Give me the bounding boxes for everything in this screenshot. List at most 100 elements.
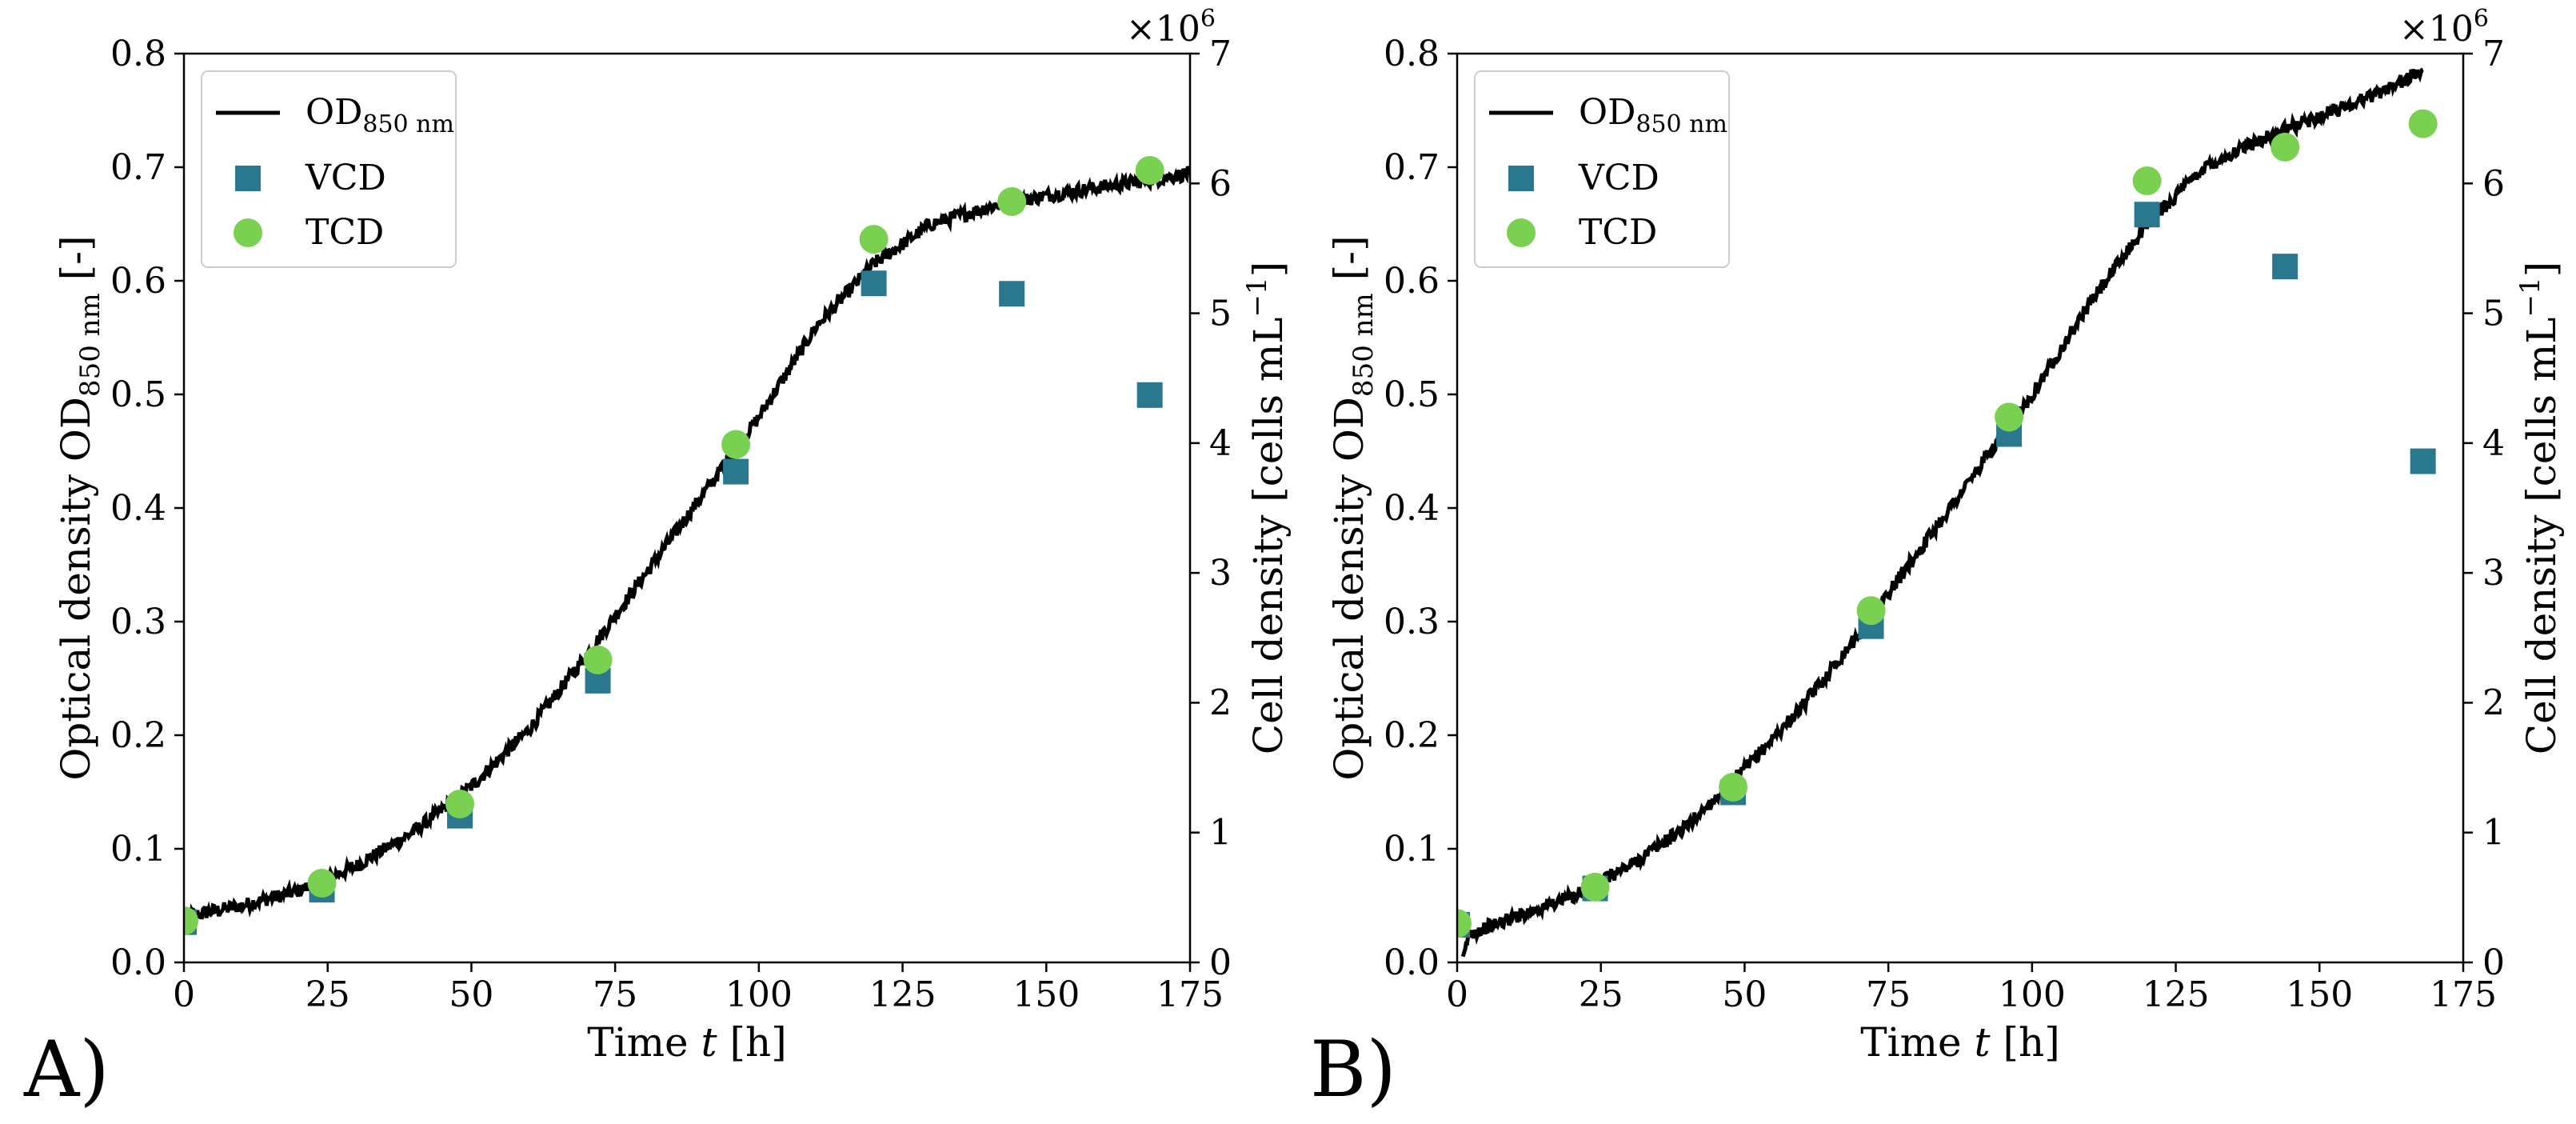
y-right-axis-label: Cell density [cells mL−1] — [2514, 262, 2565, 754]
y-right-axis-label: Cell density [cells mL−1] — [1241, 262, 1292, 754]
y-right-tick-label: 7 — [2482, 34, 2505, 74]
tcd-marker — [1995, 402, 2024, 432]
x-tick-label: 25 — [1579, 974, 1623, 1015]
y-right-tick-label: 0 — [1209, 942, 1232, 983]
tcd-marker — [2408, 109, 2438, 138]
od-curve — [1460, 67, 2424, 958]
y-right-tick-label: 1 — [2482, 813, 2505, 854]
vcd-marker — [2272, 254, 2298, 280]
tcd-marker — [2132, 166, 2162, 196]
y-right-tick-label: 4 — [2482, 423, 2505, 464]
y-left-tick-label: 0.5 — [110, 374, 166, 415]
tcd-marker — [1719, 772, 1748, 802]
y-right-tick-label: 5 — [2482, 294, 2505, 334]
y-left-tick-label: 0.6 — [1384, 261, 1440, 302]
legend-tcd-swatch — [234, 218, 262, 247]
right-axis-multiplier: ×106 — [1126, 5, 1216, 50]
chart-panel-a: 0 25 50 75 100 125 150 1750.00.10.20.30.40.50.6… — [23, 5, 1292, 1114]
y-right-tick-label: 3 — [2482, 553, 2505, 594]
y-left-tick-label: 0.2 — [1384, 715, 1440, 756]
y-left-tick-label: 0.8 — [110, 34, 166, 74]
tcd-marker — [859, 225, 889, 254]
x-tick-label: 100 — [725, 974, 793, 1015]
y-right-tick-label: 6 — [2482, 163, 2505, 204]
x-tick-label: 150 — [2286, 974, 2353, 1015]
legend-tcd-label: TCD — [306, 212, 384, 253]
legend-frame — [201, 70, 457, 268]
legend-vcd-swatch — [235, 166, 261, 191]
y-right-tick-label: 5 — [1209, 294, 1232, 334]
tcd-marker — [583, 645, 613, 674]
tcd-marker — [1580, 872, 1610, 902]
tcd-marker — [1856, 596, 1886, 626]
y-left-tick-label: 0.0 — [1384, 942, 1440, 983]
x-tick-label: 0 — [1446, 974, 1468, 1015]
y-left-axis-label: Optical density OD850 nm [-] — [53, 235, 106, 780]
legend-frame — [1474, 70, 1730, 268]
x-axis-label: Time t [h] — [587, 1019, 786, 1066]
x-tick-label: 175 — [2430, 974, 2497, 1015]
x-tick-label: 100 — [1999, 974, 2066, 1015]
x-tick-label: 150 — [1012, 974, 1080, 1015]
x-tick-label: 75 — [593, 974, 637, 1015]
vcd-marker — [2410, 448, 2436, 474]
y-left-tick-label: 0.3 — [1384, 602, 1440, 642]
chart-panel-b: 0 25 50 75 100 125 150 1750.00.10.20.30.40.50.6… — [1310, 5, 2565, 1114]
tcd-marker — [997, 187, 1027, 217]
x-tick-label: 25 — [306, 974, 350, 1015]
y-left-tick-label: 0.3 — [110, 602, 166, 642]
vcd-marker — [861, 270, 887, 297]
vcd-marker — [2134, 202, 2160, 228]
y-left-tick-label: 0.7 — [1384, 147, 1440, 188]
tcd-marker — [307, 869, 337, 898]
vcd-marker — [723, 458, 749, 485]
x-tick-label: 75 — [1866, 974, 1911, 1015]
panel-label: A) — [23, 1025, 110, 1114]
y-left-tick-label: 0.6 — [110, 261, 166, 302]
right-axis-multiplier: ×106 — [2399, 5, 2489, 50]
tcd-marker — [445, 790, 475, 819]
y-right-tick-label: 7 — [1209, 34, 1232, 74]
vcd-marker — [999, 281, 1025, 307]
y-left-tick-label: 0.0 — [110, 942, 166, 983]
vcd-marker — [1136, 382, 1163, 408]
legend-vcd-label: VCD — [1578, 158, 1659, 198]
y-left-axis-label: Optical density OD850 nm [-] — [1326, 235, 1380, 780]
y-right-tick-label: 3 — [1209, 553, 1232, 594]
legend-od-label: OD850 nm — [1579, 92, 1727, 138]
legend-od-label: OD850 nm — [306, 92, 454, 138]
x-tick-label: 125 — [2143, 974, 2210, 1015]
legend-tcd-swatch — [1507, 218, 1536, 247]
tcd-marker — [2270, 132, 2300, 162]
x-tick-label: 50 — [1722, 974, 1767, 1015]
legend-tcd-label: TCD — [1579, 212, 1657, 253]
od-curve — [184, 166, 1190, 921]
x-axis-label: Time t [h] — [1860, 1019, 2059, 1066]
y-left-tick-label: 0.8 — [1384, 34, 1440, 74]
legend-vcd-swatch — [1508, 166, 1534, 191]
y-left-tick-label: 0.1 — [110, 829, 166, 870]
legend-vcd-label: VCD — [305, 158, 386, 198]
y-left-tick-label: 0.4 — [1384, 488, 1440, 529]
y-right-tick-label: 1 — [1209, 813, 1232, 854]
y-left-tick-label: 0.2 — [110, 715, 166, 756]
y-right-tick-label: 6 — [1209, 163, 1232, 204]
x-tick-label: 50 — [449, 974, 493, 1015]
tcd-marker — [184, 906, 198, 936]
y-left-tick-label: 0.5 — [1384, 374, 1440, 415]
y-left-tick-label: 0.1 — [1384, 829, 1440, 870]
y-right-tick-label: 2 — [1209, 682, 1232, 723]
y-right-tick-label: 2 — [2482, 682, 2505, 723]
y-left-tick-label: 0.4 — [110, 488, 166, 529]
panel-label: B) — [1310, 1025, 1396, 1114]
y-left-tick-label: 0.7 — [110, 147, 166, 188]
tcd-marker — [1135, 156, 1164, 186]
tcd-marker — [1457, 909, 1472, 938]
x-tick-label: 175 — [1156, 974, 1224, 1015]
tcd-marker — [721, 430, 751, 459]
y-right-tick-label: 0 — [2482, 942, 2505, 983]
legend: OD850 nm VCD TCD — [1474, 70, 1730, 268]
x-tick-label: 0 — [173, 974, 195, 1015]
y-right-tick-label: 4 — [1209, 423, 1232, 464]
